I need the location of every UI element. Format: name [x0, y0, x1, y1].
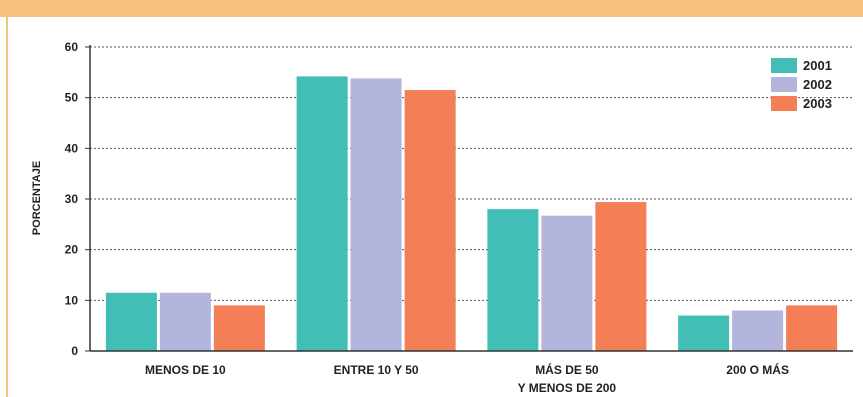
y-tick-label: 30 — [65, 192, 79, 206]
frame-left-border — [6, 17, 8, 397]
legend-swatch-2001 — [771, 58, 797, 73]
legend-label-2001: 2001 — [803, 58, 832, 73]
bar-2002 — [541, 215, 593, 351]
y-tick-label: 50 — [65, 91, 79, 105]
legend-swatch-2003 — [771, 96, 797, 111]
legend-swatch-2002 — [771, 77, 797, 92]
bar-2003 — [786, 305, 838, 351]
bar-2003 — [595, 202, 647, 351]
bar-2002 — [159, 292, 211, 351]
legend-label-2003: 2003 — [803, 96, 832, 111]
y-tick-label: 0 — [71, 344, 78, 358]
bar-2002 — [732, 310, 784, 351]
axes — [89, 45, 853, 352]
bar-2001 — [296, 76, 348, 352]
x-tick-label: MENOS DE 10 — [145, 363, 226, 377]
x-tick-label: MÁS DE 50 Y MENOS DE 200 — [518, 362, 617, 395]
bars — [105, 76, 838, 352]
grid-lines — [90, 46, 853, 301]
bar-2003 — [213, 305, 265, 351]
y-axis-label: PORCENTAJE — [31, 161, 43, 235]
bar-2003 — [404, 90, 456, 352]
y-tick-label: 60 — [65, 40, 79, 54]
y-tick-label: 20 — [65, 243, 79, 257]
x-tick-label: ENTRE 10 Y 50 — [334, 363, 419, 377]
bar-2001 — [678, 315, 730, 351]
header-band — [0, 0, 863, 17]
x-axis-ticks: MENOS DE 10 ENTRE 10 Y 50 MÁS DE 50 Y MENOS… — [145, 362, 789, 395]
y-tick-label: 10 — [65, 293, 79, 307]
bar-2001 — [105, 292, 157, 351]
bar-2001 — [487, 209, 539, 351]
legend: 2001 2002 2003 — [771, 58, 832, 111]
y-axis-ticks: 0 10 20 30 40 50 60 — [65, 40, 90, 358]
x-tick-label: 200 O MÁS — [726, 362, 789, 377]
bar-2002 — [350, 78, 402, 351]
legend-label-2002: 2002 — [803, 77, 832, 92]
y-tick-label: 40 — [65, 141, 79, 155]
